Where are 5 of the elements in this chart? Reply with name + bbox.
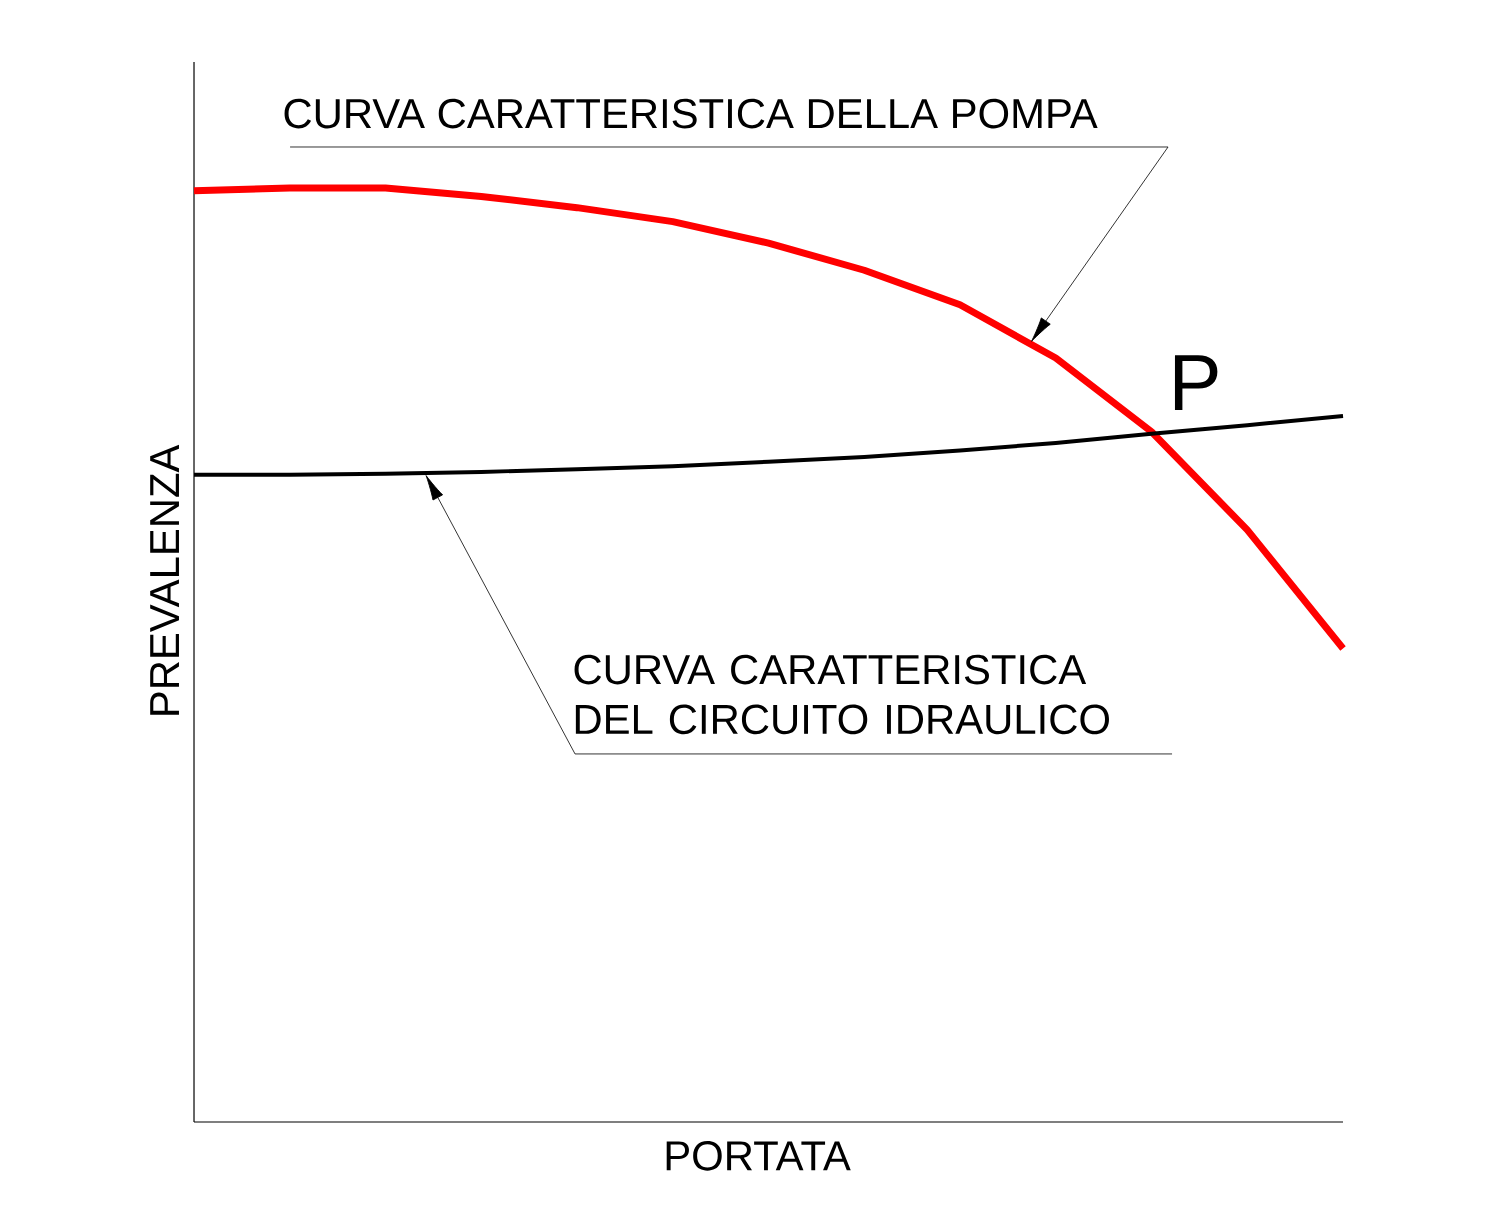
y-axis-title: PREVALENZA xyxy=(150,444,179,715)
annotation: CURVA CARATTERISTICA DEL CIRCUITO IDRAULICO xyxy=(574,654,1109,735)
x-axis-title: PORTATA xyxy=(666,1141,851,1171)
annotation: P xyxy=(1174,355,1218,410)
text: CURVA CARATTERISTICA DELLA POMPA xyxy=(284,98,1098,129)
